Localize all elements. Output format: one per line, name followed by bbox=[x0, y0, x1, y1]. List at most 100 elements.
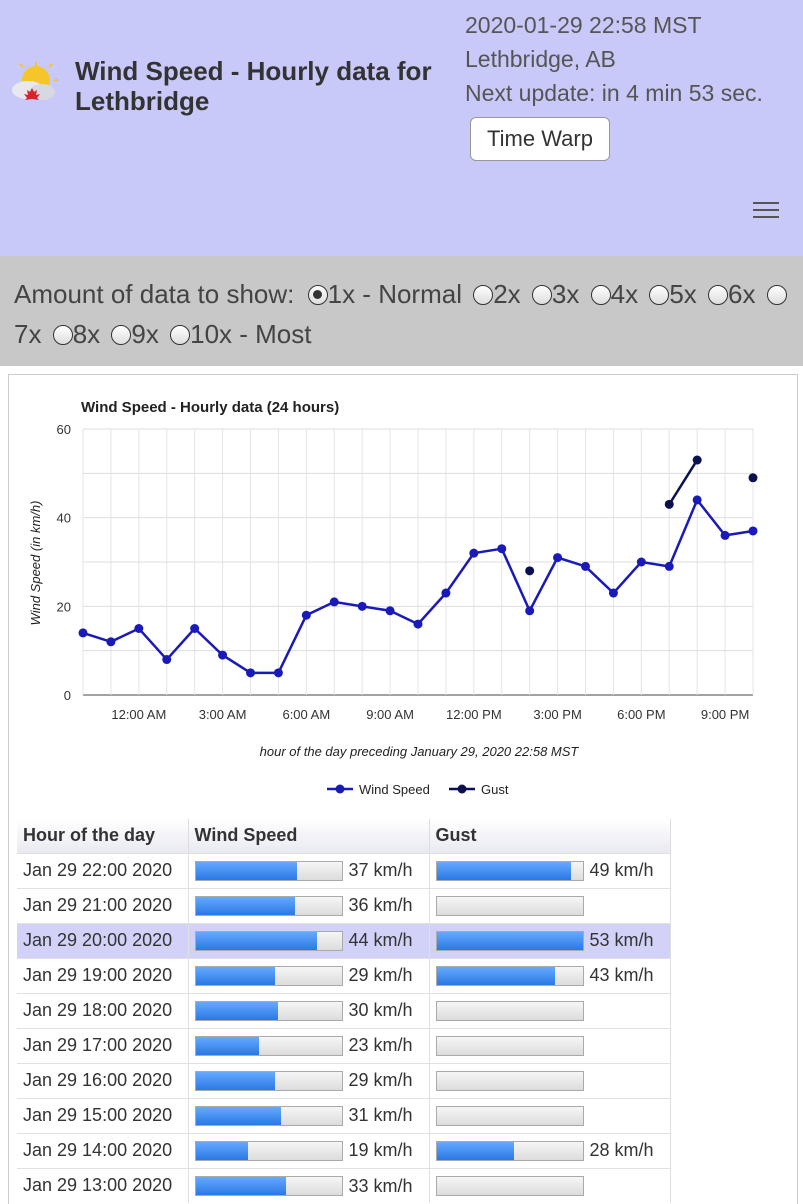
y-tick-label: 20 bbox=[57, 599, 71, 614]
gust-bar-fill bbox=[436, 1141, 514, 1160]
wind-bar-fill bbox=[195, 931, 317, 950]
data-point-wind-speed bbox=[497, 544, 507, 554]
data-amount-option[interactable]: 3x bbox=[531, 279, 579, 309]
x-tick-label: 9:00 PM bbox=[701, 707, 749, 722]
data-amount-radios: 1x - Normal 2x 3x 4x 5x 6x 7x 8x 9x 10x … bbox=[14, 279, 787, 349]
data-point-wind-speed bbox=[664, 561, 674, 571]
data-amount-option[interactable]: 8x bbox=[52, 319, 101, 349]
header-info: 2020-01-29 22:58 MST Lethbridge, AB Next… bbox=[465, 8, 763, 110]
data-point-wind-speed bbox=[218, 650, 228, 660]
hour-cell: Jan 29 19:00 2020 bbox=[17, 957, 189, 993]
wind-bar bbox=[194, 965, 343, 986]
gust-cell bbox=[429, 1062, 671, 1098]
radio-button[interactable] bbox=[708, 285, 729, 305]
column-header-wind-speed[interactable]: Wind Speed bbox=[188, 819, 430, 853]
wind-value: 29 km/h bbox=[348, 1070, 413, 1091]
table-row: Jan 29 18:00 2020 30 km/h bbox=[17, 992, 671, 1028]
wind-cell: 23 km/h bbox=[188, 1027, 430, 1063]
wind-bar-fill bbox=[195, 1106, 281, 1125]
hour-cell: Jan 29 16:00 2020 bbox=[17, 1062, 189, 1098]
wind-value: 30 km/h bbox=[348, 1000, 413, 1021]
table-row: Jan 29 20:00 2020 44 km/h 53 km/h bbox=[17, 922, 671, 958]
gust-bar bbox=[435, 1036, 584, 1057]
table-row: Jan 29 17:00 2020 23 km/h bbox=[17, 1027, 671, 1063]
radio-button[interactable] bbox=[170, 325, 191, 345]
radio-button[interactable] bbox=[307, 285, 328, 305]
wind-value: 33 km/h bbox=[348, 1175, 413, 1196]
hour-cell: Jan 29 13:00 2020 bbox=[17, 1167, 189, 1203]
x-tick-label: 6:00 PM bbox=[617, 707, 665, 722]
data-point-wind-speed bbox=[413, 619, 423, 629]
data-point-gust bbox=[664, 499, 674, 509]
data-point-wind-speed bbox=[553, 553, 563, 563]
radio-button[interactable] bbox=[649, 285, 670, 305]
radio-button[interactable] bbox=[590, 285, 611, 305]
wind-data-table: Hour of the day Wind Speed Gust Jan 29 2… bbox=[17, 819, 671, 1203]
data-amount-option[interactable]: 9x bbox=[111, 319, 159, 349]
wind-bar-fill bbox=[195, 1177, 287, 1196]
gust-bar bbox=[435, 1071, 584, 1092]
radio-button[interactable] bbox=[473, 285, 494, 305]
y-tick-label: 40 bbox=[57, 511, 71, 526]
header: Wind Speed - Hourly data for Lethbridge … bbox=[0, 0, 803, 256]
data-point-wind-speed bbox=[357, 601, 367, 611]
data-point-gust bbox=[748, 473, 758, 483]
data-amount-option[interactable]: 1x - Normal bbox=[307, 279, 462, 309]
y-tick-label: 60 bbox=[57, 422, 71, 437]
chart-y-label: Wind Speed (in km/h) bbox=[28, 501, 43, 626]
wind-value: 19 km/h bbox=[348, 1140, 413, 1161]
radio-label: 6x bbox=[728, 279, 756, 309]
data-point-wind-speed bbox=[385, 606, 395, 616]
table-row: Jan 29 13:00 2020 33 km/h bbox=[17, 1167, 671, 1203]
radio-label: 9x bbox=[131, 319, 159, 349]
wind-cell: 29 km/h bbox=[188, 957, 430, 993]
data-amount-option[interactable]: 10x - Most bbox=[170, 319, 311, 349]
data-point-wind-speed bbox=[441, 588, 451, 598]
gust-bar bbox=[435, 896, 584, 917]
radio-label: 10x - Most bbox=[190, 319, 312, 349]
gust-cell bbox=[429, 1167, 671, 1203]
wind-bar bbox=[194, 1176, 343, 1197]
data-amount-option[interactable]: 2x bbox=[473, 279, 521, 309]
next-update-countdown: Next update: in 4 min 53 sec. bbox=[465, 80, 763, 106]
chart-x-label: hour of the day preceding January 29, 20… bbox=[260, 744, 580, 759]
radio-button[interactable] bbox=[111, 325, 132, 345]
gust-cell: 28 km/h bbox=[429, 1132, 671, 1168]
hour-cell: Jan 29 22:00 2020 bbox=[17, 852, 189, 888]
data-amount-option[interactable]: 4x bbox=[590, 279, 638, 309]
gust-bar-fill bbox=[436, 861, 572, 880]
wind-bar-fill bbox=[195, 966, 276, 985]
radio-button[interactable] bbox=[766, 285, 787, 305]
wind-value: 23 km/h bbox=[348, 1035, 413, 1056]
gust-bar-fill bbox=[436, 931, 583, 950]
x-tick-label: 3:00 PM bbox=[533, 707, 581, 722]
data-amount-option[interactable]: 7x bbox=[14, 279, 787, 349]
hour-cell: Jan 29 21:00 2020 bbox=[17, 887, 189, 923]
gust-cell bbox=[429, 1097, 671, 1133]
x-tick-label: 6:00 AM bbox=[282, 707, 330, 722]
data-amount-selector: Amount of data to show: 1x - Normal 2x 3… bbox=[0, 256, 803, 366]
location-label: Lethbridge, AB bbox=[465, 46, 616, 72]
wind-cell: 33 km/h bbox=[188, 1167, 430, 1203]
legend-marker bbox=[457, 784, 467, 794]
column-header-hour[interactable]: Hour of the day bbox=[17, 819, 189, 853]
data-amount-option[interactable]: 6x bbox=[708, 279, 756, 309]
wind-bar bbox=[194, 860, 343, 881]
data-point-wind-speed bbox=[190, 624, 200, 633]
radio-button[interactable] bbox=[531, 285, 552, 305]
data-point-wind-speed bbox=[608, 588, 618, 598]
time-warp-button[interactable]: Time Warp bbox=[470, 117, 610, 161]
gust-cell: 49 km/h bbox=[429, 852, 671, 888]
data-point-wind-speed bbox=[525, 606, 535, 616]
data-point-wind-speed bbox=[636, 557, 646, 567]
radio-button[interactable] bbox=[52, 325, 73, 345]
menu-icon[interactable] bbox=[753, 200, 779, 220]
gust-cell bbox=[429, 1027, 671, 1063]
gust-value: 49 km/h bbox=[589, 860, 654, 881]
wind-bar bbox=[194, 930, 343, 951]
column-header-gust[interactable]: Gust bbox=[429, 819, 671, 853]
radio-label: 8x bbox=[72, 319, 101, 349]
gust-value: 43 km/h bbox=[589, 965, 654, 986]
radio-label: 5x bbox=[669, 279, 697, 309]
data-amount-option[interactable]: 5x bbox=[649, 279, 697, 309]
